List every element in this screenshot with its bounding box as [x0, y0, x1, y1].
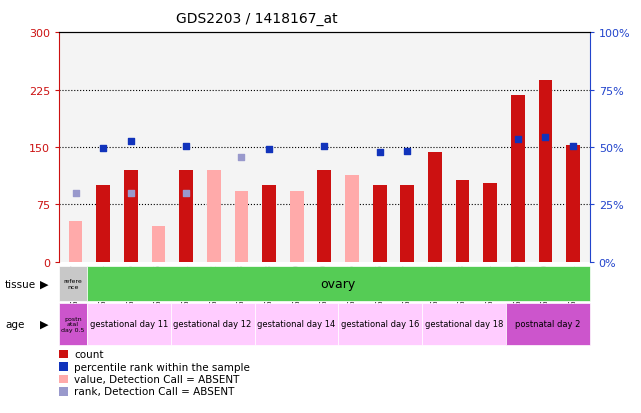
Bar: [483, 183, 497, 262]
Text: gestational day 16: gestational day 16: [341, 320, 419, 329]
Text: count: count: [74, 349, 104, 359]
Point: [181, 144, 191, 150]
Bar: [124, 171, 138, 262]
Bar: [69, 222, 83, 262]
Text: postn
atal
day 0.5: postn atal day 0.5: [62, 316, 85, 332]
Point: [237, 154, 247, 161]
Bar: [511, 96, 525, 262]
Bar: [59, 304, 87, 345]
Bar: [179, 171, 193, 262]
Bar: [566, 146, 580, 262]
Bar: [317, 171, 331, 262]
Point: [98, 145, 108, 152]
Point: [374, 150, 385, 156]
Bar: [422, 304, 506, 345]
Text: postnatal day 2: postnatal day 2: [515, 320, 581, 329]
Text: GDS2203 / 1418167_at: GDS2203 / 1418167_at: [176, 12, 337, 26]
Bar: [235, 191, 248, 262]
Point: [181, 190, 191, 197]
Point: [540, 134, 551, 141]
Point: [568, 144, 578, 150]
Bar: [207, 171, 221, 262]
Text: tissue: tissue: [5, 279, 37, 289]
Text: gestational day 18: gestational day 18: [425, 320, 503, 329]
Bar: [96, 186, 110, 262]
Text: gestational day 12: gestational day 12: [174, 320, 252, 329]
Point: [126, 190, 136, 197]
Bar: [506, 304, 590, 345]
Text: age: age: [5, 319, 24, 329]
Bar: [151, 226, 165, 262]
Bar: [338, 304, 422, 345]
Point: [513, 136, 523, 142]
Bar: [171, 304, 254, 345]
Text: gestational day 11: gestational day 11: [90, 320, 168, 329]
Bar: [254, 304, 338, 345]
Bar: [401, 186, 414, 262]
Point: [126, 138, 136, 145]
Bar: [290, 191, 304, 262]
Bar: [372, 186, 387, 262]
Bar: [428, 153, 442, 262]
Text: percentile rank within the sample: percentile rank within the sample: [74, 362, 250, 372]
Bar: [538, 81, 553, 262]
Bar: [456, 180, 469, 262]
Point: [319, 144, 329, 150]
Point: [264, 146, 274, 152]
Point: [402, 148, 412, 155]
Bar: [345, 176, 359, 262]
Text: refere
nce: refere nce: [63, 279, 82, 289]
Text: ovary: ovary: [320, 278, 356, 290]
Bar: [262, 186, 276, 262]
Point: [71, 190, 81, 197]
Bar: [59, 266, 87, 301]
Text: value, Detection Call = ABSENT: value, Detection Call = ABSENT: [74, 374, 240, 384]
Text: ▶: ▶: [40, 319, 49, 329]
Text: gestational day 14: gestational day 14: [257, 320, 335, 329]
Text: rank, Detection Call = ABSENT: rank, Detection Call = ABSENT: [74, 387, 235, 396]
Bar: [87, 304, 171, 345]
Text: ▶: ▶: [40, 279, 49, 289]
